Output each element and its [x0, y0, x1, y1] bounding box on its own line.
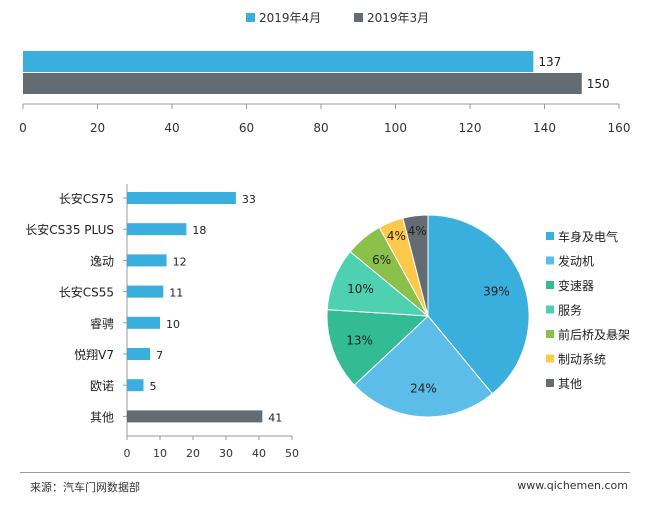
source-note: 来源：汽车门网数据部 [30, 481, 140, 494]
legend-swatch-1 [246, 13, 255, 22]
category-label-1: 长安CS75 [59, 191, 114, 206]
category-label-5: 睿骋 [90, 316, 114, 331]
bar-1 [23, 51, 534, 72]
bar-1 [127, 192, 236, 204]
legend-swatch-1 [546, 232, 554, 240]
bar-value-label-2: 18 [192, 224, 206, 237]
x-tick-label-4: 30 [219, 447, 233, 460]
x-tick-label-5: 40 [252, 447, 266, 460]
legend-swatch-6 [546, 354, 554, 363]
bar-value-label-1: 137 [538, 55, 561, 69]
bar-2 [127, 223, 187, 236]
bar-value-label-5: 10 [166, 318, 180, 331]
legend-label-2: 2019年3月 [367, 11, 429, 25]
bar-4 [127, 285, 164, 298]
category-label-6: 悦翔V7 [74, 348, 114, 362]
x-tick-label-8: 140 [533, 121, 556, 135]
bar-7 [127, 379, 144, 392]
x-tick-label-6: 100 [384, 121, 407, 135]
x-tick-label-4: 60 [239, 121, 254, 135]
pie-value-label-2: 24% [410, 382, 437, 396]
bar-value-label-4: 11 [169, 287, 183, 300]
legend-label-1: 车身及电气 [558, 229, 618, 244]
legend-label-1: 2019年4月 [259, 11, 321, 25]
footer-divider [20, 472, 630, 473]
fault-pie-chart: 39% 24% 13% 10% 6% 4% 4% 车身及电气发动机变速器服务前后桥及悬架制动系… [326, 214, 630, 418]
category-label-7: 欧诺 [90, 379, 114, 393]
pie-value-label-4: 10% [347, 282, 374, 296]
category-label-8: 其他 [90, 410, 114, 424]
pie-value-label-3: 13% [346, 334, 373, 348]
legend-swatch-3 [546, 281, 554, 289]
x-tick-label-3: 20 [186, 447, 200, 460]
legend-label-3: 变速器 [558, 278, 594, 293]
legend-swatch-4 [546, 305, 554, 314]
legend-swatch-5 [546, 330, 554, 338]
bar-5 [127, 316, 160, 329]
bar-6 [127, 348, 151, 360]
legend-swatch-7 [546, 379, 554, 387]
x-tick-label-1: 0 [124, 447, 131, 460]
category-label-4: 长安CS55 [59, 285, 114, 300]
bar-value-label-2: 150 [587, 77, 610, 91]
pie-value-label-1: 39% [483, 284, 510, 298]
bar-value-label-3: 12 [173, 255, 187, 268]
category-label-2: 长安CS35 PLUS [25, 222, 114, 237]
x-tick-label-3: 40 [164, 121, 179, 135]
legend-label-2: 发动机 [558, 254, 594, 269]
x-tick-label-2: 20 [90, 121, 105, 135]
x-tick-label-7: 120 [459, 121, 482, 135]
pie-slice-1 [427, 214, 530, 395]
bar-value-label-7: 5 [150, 380, 157, 393]
bar-8 [127, 410, 263, 423]
legend-label-5: 前后桥及悬架 [558, 327, 630, 342]
x-tick-label-6: 50 [285, 447, 299, 460]
x-tick-label-1: 0 [19, 121, 27, 135]
pie-slice-2 [353, 315, 494, 418]
legend-label-6: 制动系统 [558, 353, 606, 367]
pie-slice-3 [326, 309, 430, 386]
pie-slice-7 [402, 214, 429, 317]
pie-value-label-5: 6% [372, 253, 391, 267]
x-tick-label-9: 160 [608, 121, 631, 135]
model-bar-chart: 长安CS75 33 长安CS35 PLUS 18 逸动 12 长安CS55 11 睿骋 10 悦翔V… [25, 184, 299, 460]
legend-swatch-2 [546, 256, 554, 265]
bar-2 [23, 73, 582, 94]
website-link[interactable]: www.qichemen.com [517, 479, 628, 492]
x-tick-label-5: 80 [313, 121, 328, 135]
pie-value-label-7: 4% [408, 224, 427, 238]
category-label-3: 逸动 [90, 254, 114, 268]
bar-value-label-8: 41 [268, 411, 282, 424]
top-bar-chart: 2019年4月 2019年3月 137 150 0 20 40 60 80 100 120 140 16… [19, 11, 630, 135]
pie-value-label-6: 4% [387, 229, 406, 243]
bar-3 [127, 254, 167, 267]
legend-label-4: 服务 [558, 303, 582, 318]
legend-label-7: 其他 [558, 377, 582, 391]
bar-value-label-1: 33 [242, 193, 256, 206]
legend-swatch-2 [354, 13, 363, 22]
bar-value-label-6: 7 [156, 349, 163, 362]
x-tick-label-2: 10 [153, 447, 167, 460]
